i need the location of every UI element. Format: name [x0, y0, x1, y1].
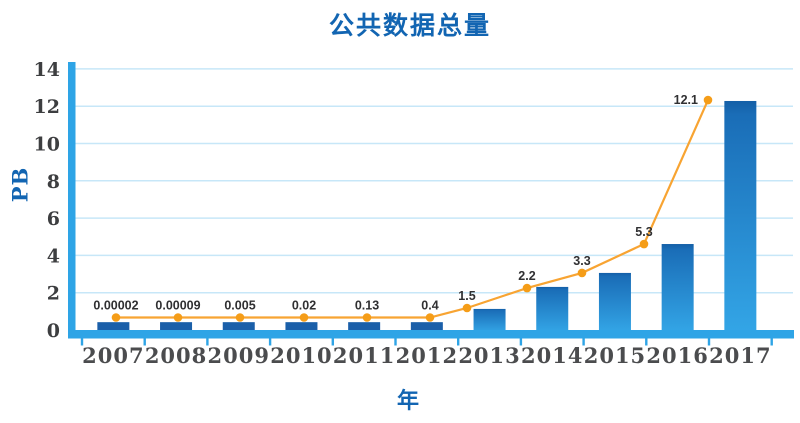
x-tick [206, 338, 209, 346]
chart-title: 公共数据总量 [328, 12, 491, 40]
year-label-2012: 2012 [396, 343, 458, 368]
year-label-2013: 2013 [458, 343, 520, 368]
bar-2013 [473, 308, 506, 332]
marker-2010 [299, 313, 309, 322]
value-label-2017: 12.1 [674, 93, 698, 107]
marker-2011 [362, 313, 372, 322]
y-tick-label-6: 6 [47, 208, 60, 230]
year-label-2015: 2015 [584, 343, 646, 368]
bar-2014 [536, 286, 569, 332]
value-label-2011: 0.13 [355, 299, 379, 313]
marker-2017 [703, 95, 713, 105]
x-tick [770, 338, 773, 346]
bar-2015 [598, 272, 631, 332]
marker-2008 [173, 313, 183, 322]
bar-2012 [410, 322, 443, 332]
marker-2015 [577, 268, 587, 278]
x-tick [80, 338, 84, 346]
value-label-2010: 0.02 [292, 299, 316, 313]
bar-2016 [661, 244, 694, 332]
marker-2007 [111, 313, 121, 322]
marker-2009 [235, 313, 245, 322]
year-label-2007: 2007 [82, 343, 144, 368]
y-tick-label-12: 12 [34, 96, 60, 118]
bar-2007 [97, 322, 130, 332]
value-label-2013: 1.5 [458, 289, 475, 303]
value-label-2016: 5.3 [635, 225, 652, 239]
value-label-2007: 0.00002 [93, 299, 138, 313]
y-tick-label-8: 8 [47, 171, 60, 193]
year-label-2011: 2011 [333, 343, 395, 368]
x-axis-title: 年 [396, 388, 419, 413]
x-tick [457, 338, 460, 346]
year-label-2016: 2016 [646, 343, 708, 368]
value-label-2009: 0.005 [224, 299, 255, 313]
year-label-2014: 2014 [521, 343, 583, 368]
y-tick-label-4: 4 [47, 245, 60, 267]
x-tick [394, 338, 397, 346]
y-axis-line [68, 62, 76, 339]
year-label-2017: 2017 [709, 343, 771, 368]
value-label-2008: 0.00009 [155, 299, 200, 313]
y-tick-label-10: 10 [34, 134, 60, 156]
x-tick [268, 338, 272, 346]
marker-2014 [522, 283, 532, 293]
x-axis-line [68, 330, 794, 339]
year-label-2008: 2008 [145, 343, 207, 368]
x-tick [519, 338, 523, 346]
x-tick [707, 338, 711, 346]
marker-2016 [639, 239, 649, 249]
bar-2008 [160, 322, 193, 332]
year-label-2009: 2009 [208, 343, 270, 368]
marker-2012 [425, 313, 435, 322]
x-tick [645, 338, 648, 346]
year-label-2010: 2010 [270, 343, 332, 368]
value-label-2015: 3.3 [573, 254, 590, 268]
x-tick [331, 338, 334, 346]
bar-2017 [724, 100, 757, 332]
bar-2010 [285, 322, 318, 332]
value-label-2014: 2.2 [518, 269, 535, 283]
x-tick [582, 338, 585, 346]
bar-2009 [222, 322, 255, 332]
y-tick-label-0: 0 [47, 320, 60, 342]
y-tick-label-2: 2 [47, 283, 60, 305]
x-tick [143, 338, 146, 346]
bar-2011 [348, 322, 381, 332]
value-label-2012: 0.4 [421, 299, 438, 313]
y-tick-label-14: 14 [34, 59, 60, 81]
marker-2013 [462, 303, 472, 313]
